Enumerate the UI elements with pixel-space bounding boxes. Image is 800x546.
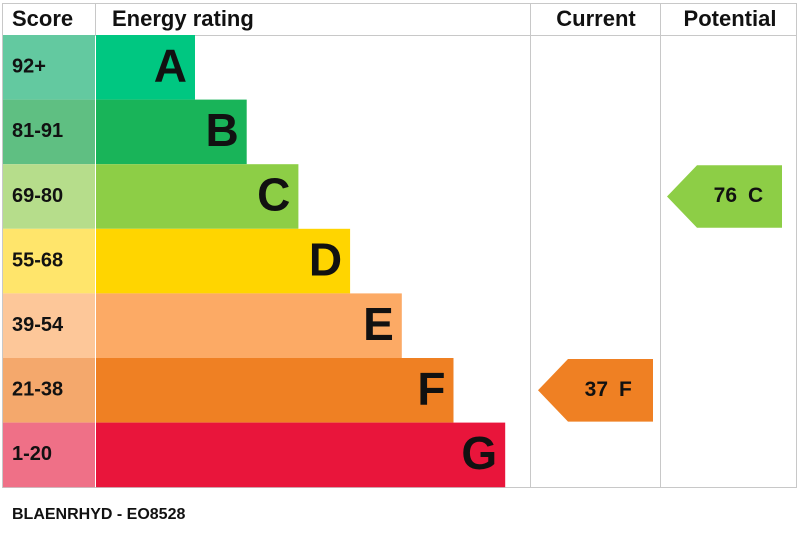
score-cell xyxy=(3,358,95,423)
score-cell xyxy=(3,228,95,294)
rating-letter: E xyxy=(363,298,394,350)
score-label: 55-68 xyxy=(12,249,63,271)
score-label: 92+ xyxy=(12,56,46,78)
current-value: 37 xyxy=(585,378,608,401)
frame xyxy=(2,3,797,488)
score-cell xyxy=(3,35,95,100)
potential-value: 76 xyxy=(714,184,737,207)
rating-bar xyxy=(96,164,299,229)
rating-letter: F xyxy=(417,362,445,414)
current-header: Current xyxy=(556,6,636,31)
rating-letter: G xyxy=(461,427,497,479)
score-cell xyxy=(3,164,95,229)
rating-letter: B xyxy=(205,104,238,156)
score-label: 21-38 xyxy=(12,379,63,401)
score-cell xyxy=(3,99,95,165)
current-arrow xyxy=(538,359,653,422)
score-cell xyxy=(3,293,95,358)
score-label: 69-80 xyxy=(12,185,63,207)
score-cell xyxy=(3,422,95,488)
rating-bar xyxy=(96,358,454,423)
footer: BLAENRHYD - EO8528 xyxy=(12,506,185,523)
current-letter: F xyxy=(619,378,632,401)
rating-bar xyxy=(96,293,402,358)
potential-arrow xyxy=(667,165,782,228)
rating-bar xyxy=(96,99,247,165)
score-label: 39-54 xyxy=(12,314,64,336)
rating-bar xyxy=(96,422,506,488)
rating-letter: A xyxy=(154,39,187,91)
score-label: 81-91 xyxy=(12,120,63,142)
score-label: 1-20 xyxy=(12,443,52,465)
score-header: Score xyxy=(12,6,73,31)
rating-letter: C xyxy=(257,169,290,221)
rating-header: Energy rating xyxy=(112,6,254,31)
potential-header: Potential xyxy=(684,6,777,31)
potential-letter: C xyxy=(748,184,763,207)
rating-letter: D xyxy=(309,233,342,285)
rating-bar xyxy=(96,228,351,294)
rating-bar xyxy=(96,35,195,100)
